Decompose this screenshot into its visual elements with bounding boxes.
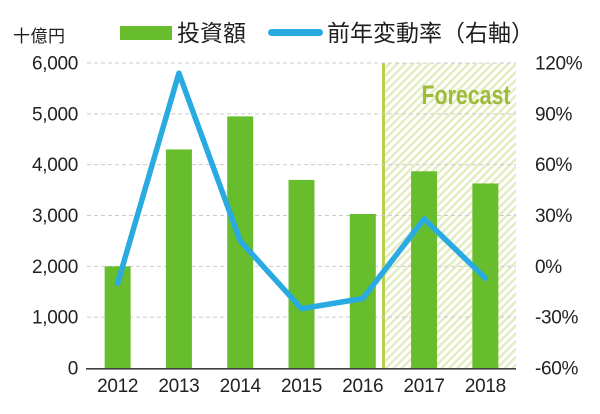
legend: 投資額 前年変動率（右軸） [0, 0, 600, 50]
left-axis-tick-label: 6,000 [32, 54, 78, 75]
forecast-label: Forecast [422, 80, 511, 110]
x-axis-tick-label: 2015 [281, 376, 322, 397]
x-axis-tick-label: 2012 [97, 376, 138, 397]
legend-bar-swatch [120, 26, 172, 40]
right-axis-tick-label: 120% [535, 54, 583, 75]
left-axis-tick-label: 0 [68, 359, 78, 380]
left-axis-tick-label: 1,000 [32, 308, 78, 329]
right-axis-tick-label: 0% [535, 257, 562, 278]
right-axis-tick-label: 90% [535, 104, 573, 125]
left-axis-tick-label: 2,000 [32, 257, 78, 278]
yoy-change-line [114, 70, 489, 312]
right-axis-tick-label: 60% [535, 155, 573, 176]
bar-2013 [165, 149, 192, 368]
legend-line-swatch [268, 29, 323, 36]
left-axis-unit-label: 十億円 [13, 27, 66, 46]
left-axis-tick-label: 3,000 [32, 206, 78, 227]
legend-line-label: 前年変動率（右軸） [327, 20, 534, 46]
x-axis-tick-label: 2017 [404, 376, 445, 397]
x-axis-tick-label: 2016 [342, 376, 383, 397]
x-axis-tick-label: 2018 [465, 376, 506, 397]
right-axis-tick-label: -60% [535, 359, 579, 380]
left-axis-tick-label: 4,000 [32, 155, 78, 176]
x-axis-tick-label: 2014 [220, 376, 262, 397]
right-axis-tick-label: -30% [535, 308, 579, 329]
bar-2017 [411, 171, 438, 368]
right-axis-tick-label: 30% [535, 206, 573, 227]
left-axis-tick-label: 5,000 [32, 104, 78, 125]
x-axis-tick-label: 2013 [158, 376, 199, 397]
legend-bar-label: 投資額 [177, 20, 246, 46]
bar-2015 [288, 179, 315, 368]
